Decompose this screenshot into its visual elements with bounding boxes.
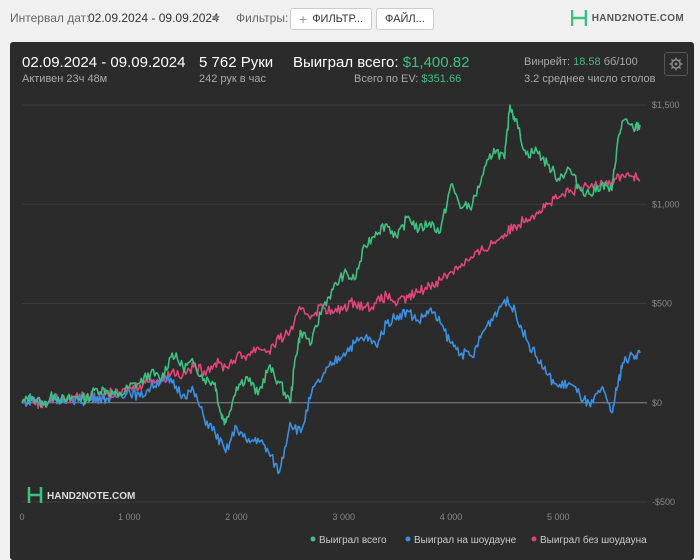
toolbar: Интервал дат: 02.09.2024 - 09.09.2024 Фи…	[0, 0, 700, 40]
x-axis-labels: 0 1 000 2 000 3 000 4 000 5 000	[19, 512, 569, 522]
hands-count: 5 762 Руки	[199, 54, 274, 71]
ev-total: Всего по EV: $351.66	[354, 73, 461, 85]
date-label: Интервал дат:	[10, 11, 90, 25]
y-tick-label: -$500	[652, 497, 675, 507]
legend-entry: Выиграл всего	[319, 535, 387, 546]
y-axis-labels: -$500 $0 $500 $1,000 $1,500	[652, 100, 680, 507]
y-tick-label: $0	[652, 398, 662, 408]
filter-button-label: ФИЛЬТР...	[312, 13, 363, 25]
profit-graph: -$500 $0 $500 $1,000 $1,500 0 1 000 2 000 3 000…	[19, 100, 680, 546]
avg-tables: 3.2 среднее число столов	[524, 73, 656, 85]
y-tick-label: $1,500	[652, 100, 680, 110]
winrate-unit: бб/100	[603, 56, 638, 68]
series-line	[21, 296, 641, 475]
file-button-label: ФАЙЛ...	[385, 13, 425, 25]
winrate-label: Винрейт:	[524, 56, 571, 68]
date-range-select[interactable]: 02.09.2024 - 09.09.2024	[88, 11, 219, 25]
x-tick-label: 4 000	[440, 512, 463, 522]
summary-range: 02.09.2024 - 09.09.2024	[22, 54, 186, 71]
series-lines	[21, 104, 641, 475]
grid	[22, 104, 647, 503]
x-tick-label: 3 000	[332, 512, 355, 522]
y-tick-label: $1,000	[652, 199, 680, 209]
hand2note-logo-icon	[570, 10, 587, 26]
graph-panel: 02.09.2024 - 09.09.2024 Активен 23ч 48м …	[10, 42, 694, 560]
ev-value: $351.66	[421, 73, 462, 85]
winrate-value: 18.58	[573, 56, 601, 68]
legend: Выиграл всего Выиграл на шоудауне Выиграл …	[310, 534, 647, 546]
legend-entry: Выиграл без шоудауна	[540, 534, 647, 546]
x-tick-label: 5 000	[547, 512, 570, 522]
settings-button[interactable]	[664, 52, 688, 76]
winrate: Винрейт: 18.58 бб/100	[524, 56, 638, 68]
chevron-down-icon[interactable]	[212, 16, 220, 21]
active-time: Активен 23ч 48м	[22, 73, 108, 85]
legend-marker	[405, 536, 411, 542]
legend-marker	[531, 536, 537, 542]
y-tick-label: $500	[652, 299, 672, 309]
file-button[interactable]: ФАЙЛ...	[376, 8, 434, 30]
watermark-logo-icon	[27, 487, 43, 503]
won-label: Выиграл всего:	[293, 54, 399, 71]
won-value: $1,400.82	[402, 54, 470, 71]
won-total: Выиграл всего: $1,400.82	[293, 54, 469, 71]
x-tick-label: 0	[19, 512, 24, 522]
x-tick-label: 2 000	[225, 512, 248, 522]
watermark-logo: HAND2NOTE.COM	[27, 487, 135, 503]
watermark-text: HAND2NOTE.COM	[47, 491, 135, 502]
gear-icon	[669, 57, 683, 71]
brand-name: HAND2NOTE.COM	[591, 12, 684, 24]
plus-icon: +	[299, 11, 308, 27]
ev-label: Всего по EV:	[354, 73, 419, 85]
hands-per-hour: 242 рук в час	[199, 73, 267, 85]
legend-marker	[310, 536, 316, 542]
filters-label: Фильтры:	[236, 11, 289, 25]
series-line	[21, 104, 641, 426]
legend-entry: Выиграл на шоудауне	[414, 535, 517, 546]
filter-button[interactable]: + ФИЛЬТР...	[290, 8, 372, 30]
x-tick-label: 1 000	[118, 512, 141, 522]
brand-logo: HAND2NOTE.COM	[570, 9, 684, 27]
